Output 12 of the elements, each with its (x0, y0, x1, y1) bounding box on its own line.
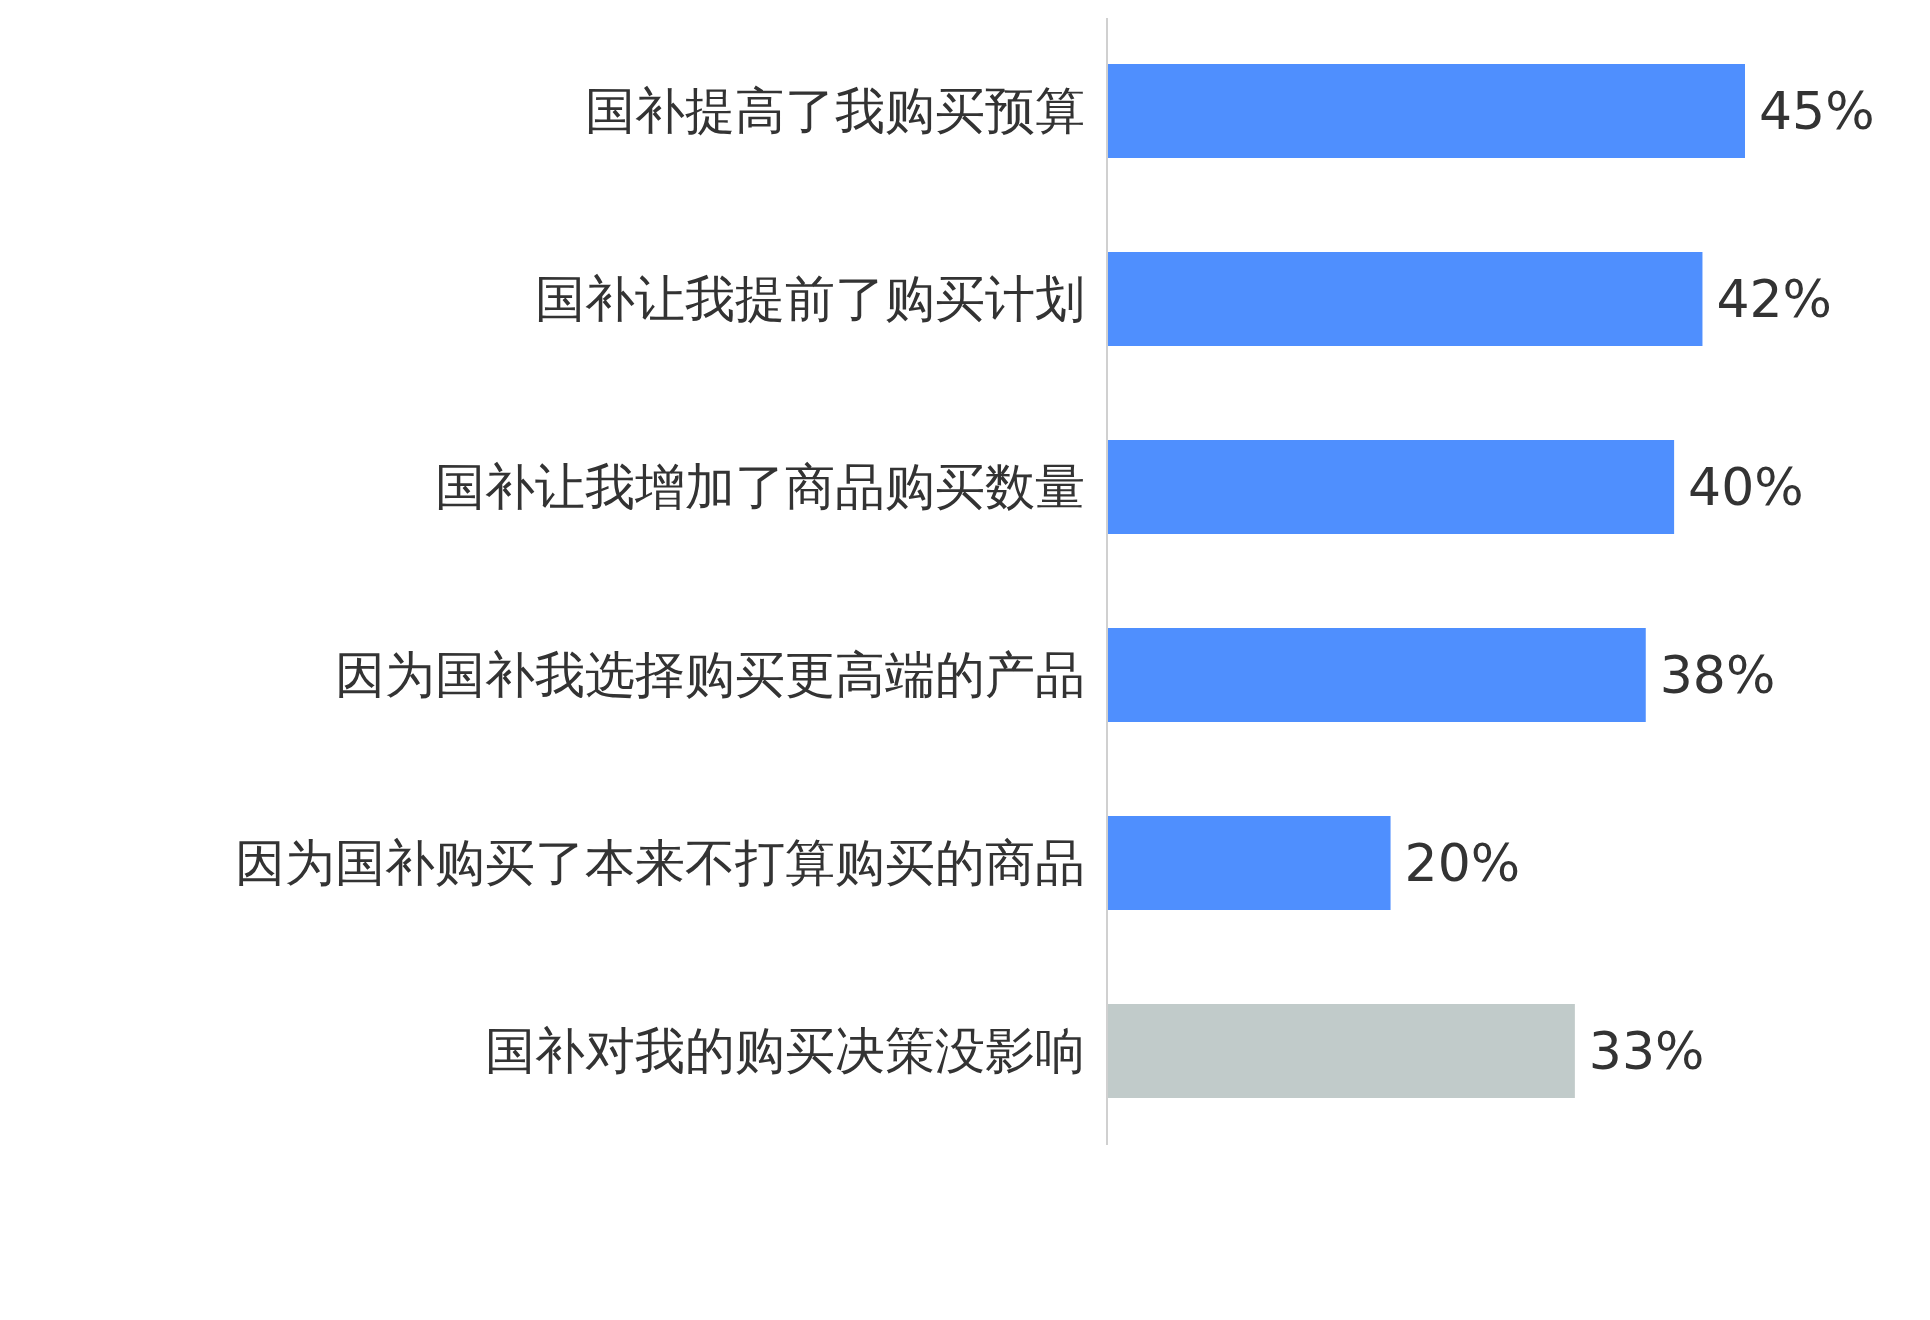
y-tick-label: 因为国补购买了本来不打算购买的商品 (235, 834, 1085, 892)
data-label: 20% (1404, 833, 1521, 893)
y-tick-label: 国补让我增加了商品购买数量 (435, 458, 1085, 516)
y-tick-label: 国补提高了我购买预算 (585, 82, 1085, 140)
data-label: 40% (1688, 457, 1804, 517)
data-label: 42% (1716, 269, 1833, 329)
data-label: 38% (1659, 645, 1776, 705)
y-tick-label: 因为国补我选择购买更高端的产品 (335, 646, 1085, 704)
y-tick-label: 国补对我的购买决策没影响 (485, 1022, 1085, 1080)
data-label: 45% (1759, 81, 1875, 141)
data-label: 33% (1588, 1021, 1705, 1081)
y-tick-label: 国补让我提前了购买计划 (535, 270, 1085, 328)
